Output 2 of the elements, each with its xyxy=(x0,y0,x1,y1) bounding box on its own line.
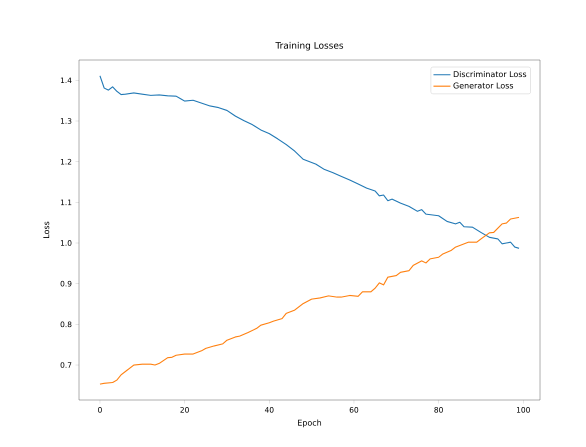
chart-title: Training Losses xyxy=(275,42,344,50)
line-series xyxy=(99,216,520,385)
